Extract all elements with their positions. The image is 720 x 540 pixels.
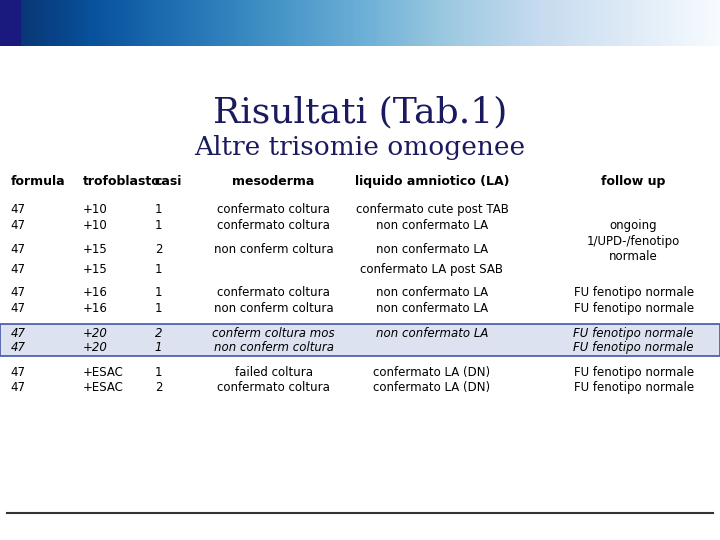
Text: 47: 47 — [11, 341, 26, 354]
Text: confermato LA (DN): confermato LA (DN) — [374, 367, 490, 380]
Text: 47: 47 — [11, 327, 26, 340]
Text: 47: 47 — [11, 367, 26, 380]
Text: Altre trisomie omogenee: Altre trisomie omogenee — [194, 134, 526, 160]
Text: 1: 1 — [155, 263, 162, 276]
Text: non confermato LA: non confermato LA — [376, 286, 488, 300]
Text: confermato coltura: confermato coltura — [217, 219, 330, 232]
Text: 47: 47 — [11, 286, 26, 300]
Text: FU fenotipo normale: FU fenotipo normale — [573, 327, 694, 340]
Text: formula: formula — [11, 176, 66, 188]
Text: 1: 1 — [155, 302, 162, 315]
Text: 47: 47 — [11, 243, 26, 256]
Text: casi: casi — [155, 176, 182, 188]
Text: non conferm coltura: non conferm coltura — [214, 341, 333, 354]
Text: non confermato LA: non confermato LA — [376, 327, 488, 340]
Text: non confermato LA: non confermato LA — [376, 302, 488, 315]
Text: FU fenotipo normale: FU fenotipo normale — [574, 367, 693, 380]
Text: 47: 47 — [11, 219, 26, 232]
Text: confermato coltura: confermato coltura — [217, 381, 330, 394]
Text: 1: 1 — [155, 367, 162, 380]
Text: +15: +15 — [83, 243, 107, 256]
Text: non confermato LA: non confermato LA — [376, 243, 488, 256]
Text: FU fenotipo normale: FU fenotipo normale — [574, 302, 693, 315]
Text: 2: 2 — [155, 243, 162, 256]
Text: trofoblasto: trofoblasto — [83, 176, 161, 188]
Text: +16: +16 — [83, 302, 108, 315]
Text: 1: 1 — [155, 219, 162, 232]
Text: 1: 1 — [155, 341, 162, 354]
Text: mesoderma: mesoderma — [233, 176, 315, 188]
Text: non conferm coltura: non conferm coltura — [214, 243, 333, 256]
Text: FU fenotipo normale: FU fenotipo normale — [573, 341, 694, 354]
Text: conferm coltura mos: conferm coltura mos — [212, 327, 335, 340]
Text: +10: +10 — [83, 219, 107, 232]
Text: ongoing: ongoing — [610, 219, 657, 232]
Text: confermato LA (DN): confermato LA (DN) — [374, 381, 490, 394]
Text: 47: 47 — [11, 204, 26, 217]
Text: failed coltura: failed coltura — [235, 367, 312, 380]
Bar — [0, 0, 20, 46]
Text: non confermato LA: non confermato LA — [376, 219, 488, 232]
Text: 1/UPD-/fenotipo
normale: 1/UPD-/fenotipo normale — [587, 235, 680, 264]
Text: non conferm coltura: non conferm coltura — [214, 302, 333, 315]
Text: FU fenotipo normale: FU fenotipo normale — [574, 286, 693, 300]
Text: 47: 47 — [11, 302, 26, 315]
Text: +20: +20 — [83, 341, 108, 354]
Text: +15: +15 — [83, 263, 107, 276]
Text: 2: 2 — [155, 381, 162, 394]
Text: confermato coltura: confermato coltura — [217, 286, 330, 300]
Text: +10: +10 — [83, 204, 107, 217]
Text: 47: 47 — [11, 381, 26, 394]
Text: Risultati (Tab.1): Risultati (Tab.1) — [213, 96, 507, 130]
Text: +ESAC: +ESAC — [83, 381, 124, 394]
Bar — [0, 324, 720, 356]
Text: liquido amniotico (LA): liquido amniotico (LA) — [355, 176, 509, 188]
Text: +16: +16 — [83, 286, 108, 300]
Text: 2: 2 — [155, 327, 162, 340]
Text: confermato cute post TAB: confermato cute post TAB — [356, 204, 508, 217]
Text: 1: 1 — [155, 204, 162, 217]
Text: +ESAC: +ESAC — [83, 367, 124, 380]
Text: FU fenotipo normale: FU fenotipo normale — [574, 381, 693, 394]
Text: 1: 1 — [155, 286, 162, 300]
Text: confermato coltura: confermato coltura — [217, 204, 330, 217]
Text: 47: 47 — [11, 263, 26, 276]
Text: confermato LA post SAB: confermato LA post SAB — [361, 263, 503, 276]
Text: +20: +20 — [83, 327, 108, 340]
Text: follow up: follow up — [601, 176, 666, 188]
